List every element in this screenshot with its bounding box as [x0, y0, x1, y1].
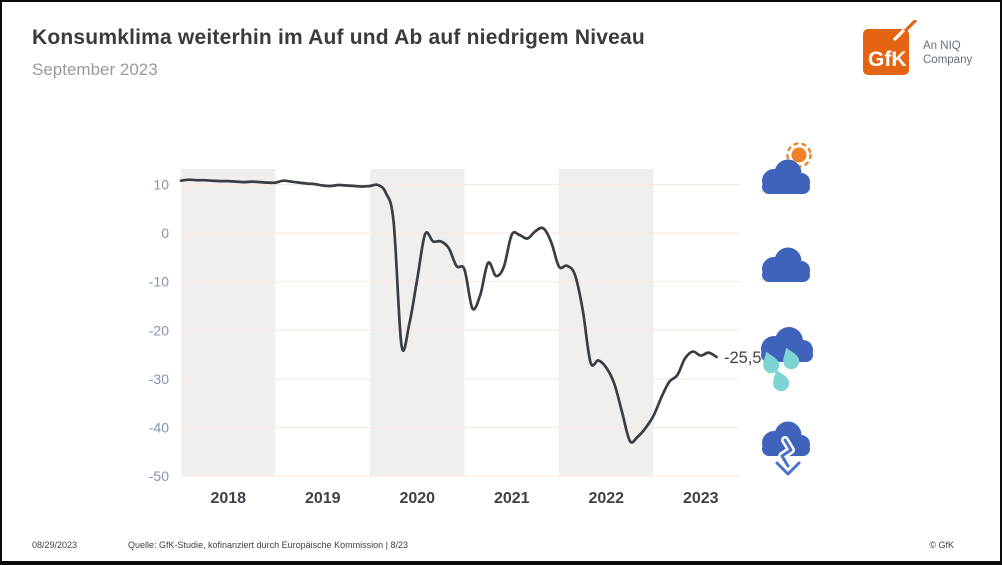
y-axis-label-0: 0	[161, 225, 169, 241]
niq-line-2: Company	[923, 54, 973, 66]
page-subtitle: September 2023	[32, 60, 158, 79]
year-band-2018	[181, 169, 276, 476]
sun-cloud-icon	[762, 142, 812, 194]
year-band-2019	[275, 169, 370, 476]
gfk-logo-icon: GfK	[863, 20, 918, 75]
y-axis-label-10: 10	[153, 177, 169, 193]
cloud-shape	[762, 159, 810, 194]
sun	[791, 147, 807, 163]
y-axis-label--10: -10	[149, 274, 169, 290]
gfk-logo-text: GfK	[868, 48, 907, 71]
x-axis-label-2019: 2019	[305, 490, 341, 507]
niq-line-1: An NIQ	[923, 40, 961, 52]
footer-date: 08/29/2023	[32, 540, 78, 550]
year-band-2021	[464, 169, 559, 476]
down-arrow	[775, 436, 801, 476]
y-axis-label--50: -50	[149, 468, 169, 484]
y-axis-label--40: -40	[149, 419, 169, 435]
raindrops	[763, 347, 800, 392]
gfk-logo-square	[863, 29, 909, 75]
cloud-shape	[762, 421, 810, 456]
gfk-logo-slash-tail	[903, 20, 918, 33]
rain-cloud-icon	[761, 327, 813, 392]
cloud-down-arrow-icon	[762, 421, 810, 476]
x-axis-label-2018: 2018	[210, 490, 246, 507]
y-axis-label--30: -30	[149, 371, 169, 387]
year-band-2022	[559, 169, 654, 476]
footer-source: Quelle: GfK-Studie, kofinanziert durch E…	[128, 540, 408, 550]
niq-tagline: An NIQ Company	[923, 39, 972, 67]
page-title: Konsumklima weiterhin im Auf und Ab auf …	[32, 26, 645, 49]
y-axis-label--20: -20	[149, 322, 169, 338]
x-axis-label-2020: 2020	[399, 490, 435, 507]
x-axis-label-2022: 2022	[588, 490, 624, 507]
footer: 08/29/2023 Quelle: GfK-Studie, kofinanzi…	[2, 535, 1000, 555]
footer-copyright: © GfK	[929, 540, 954, 550]
climate-line	[179, 178, 718, 444]
x-axis-label-2023: 2023	[683, 490, 719, 507]
year-band-2020	[370, 169, 465, 476]
x-axis-label-2021: 2021	[494, 490, 530, 507]
current-value-label: -25,5	[724, 349, 762, 367]
cloud-shape	[762, 247, 810, 282]
year-band-2023	[653, 169, 748, 476]
cloud-icon	[762, 247, 810, 282]
